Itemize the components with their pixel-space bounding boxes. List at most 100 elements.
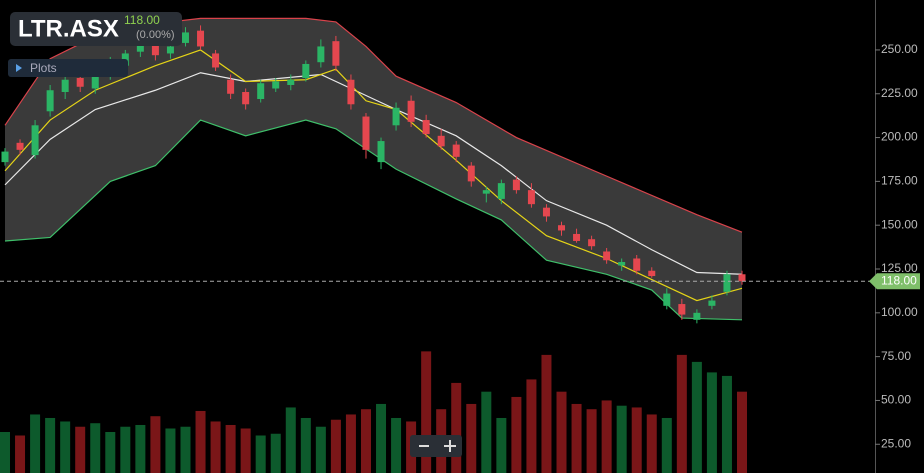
volume-bar (511, 396, 522, 473)
y-tick-label: 250.00 (881, 42, 918, 56)
candle-body (573, 233, 581, 241)
candle-body (558, 225, 566, 231)
candle-body (257, 83, 265, 100)
volume-bar (586, 409, 597, 473)
volume-bar (541, 354, 552, 473)
candle-body (16, 142, 24, 150)
volume-bar (330, 419, 341, 473)
volume-bar (421, 351, 432, 473)
candle-body (181, 32, 189, 43)
candle-body (317, 46, 325, 63)
candle-body (693, 312, 701, 320)
volume-bar (75, 426, 86, 473)
last-price-label: 118.00 (881, 273, 917, 287)
volume-bar (165, 428, 176, 473)
volume-bar (285, 407, 296, 473)
candle-body (46, 90, 54, 112)
ticker-price: 118.00 (124, 13, 160, 27)
volume-bar (150, 416, 161, 473)
candle-body (347, 79, 355, 105)
y-tick-label: 225.00 (881, 86, 918, 100)
candle-body (392, 107, 400, 126)
candle-body (287, 79, 295, 85)
candle-body (723, 274, 731, 292)
volume-bar (60, 421, 71, 473)
volume-bar (240, 428, 251, 473)
volume-bar (481, 391, 492, 473)
candle-body (603, 251, 611, 261)
last-price-tag (869, 273, 920, 290)
candle-body (527, 190, 535, 205)
candle-body (151, 44, 159, 56)
volume-bar (30, 414, 41, 473)
candle-body (377, 141, 385, 163)
candle-body (708, 300, 716, 306)
y-tick-label: 25.00 (881, 436, 911, 450)
candle-body (136, 41, 144, 52)
candle-body (272, 81, 280, 89)
volume-bar (676, 354, 687, 473)
volume-bar (255, 435, 266, 473)
volume-bar (360, 409, 371, 473)
volume-bar (105, 431, 116, 473)
candle-body (332, 41, 340, 66)
candle-body (678, 304, 686, 315)
candle-body (1, 151, 9, 163)
candle-body (437, 135, 445, 147)
volume-bar (556, 391, 567, 473)
y-tick-label: 150.00 (881, 217, 918, 231)
y-tick-label: 100.00 (881, 305, 918, 319)
volume-bar (15, 435, 26, 473)
candle-body (467, 165, 475, 182)
band-line (4, 72, 743, 275)
candle-body (738, 274, 746, 282)
candle-body (166, 46, 174, 54)
candle-body (227, 79, 235, 94)
candle-body (212, 53, 220, 68)
volume-bar (601, 400, 612, 473)
volume-bar (90, 423, 101, 473)
volume-bar (631, 407, 642, 473)
volume-bar (135, 424, 146, 473)
candle-body (482, 190, 490, 194)
volume-bar (315, 426, 326, 473)
volume-bar (721, 375, 732, 473)
volume-bar (706, 372, 717, 473)
ticker-box: LTR.ASX 118.00 (0.00%) (10, 12, 182, 46)
candle-body (497, 183, 505, 199)
volume-bar (376, 403, 387, 473)
plots-label[interactable]: Plots (30, 61, 57, 75)
candle-body (648, 270, 656, 277)
y-tick-label: 75.00 (881, 349, 911, 363)
ticker-bg (10, 12, 182, 46)
candle-body (76, 77, 84, 87)
volume-bar (270, 433, 281, 473)
plots-button[interactable]: Plots (8, 59, 128, 77)
plot-area (0, 17, 747, 473)
y-tick-label: 125.00 (881, 261, 918, 275)
volume-bar (0, 431, 10, 473)
candle-body (422, 120, 430, 135)
volume-bar (45, 417, 56, 473)
candle-body (31, 125, 39, 156)
candle-body (512, 179, 520, 191)
volume-bar (195, 410, 206, 473)
volume-bar (571, 403, 582, 473)
candle-body (197, 30, 205, 47)
volume-bar (737, 391, 747, 473)
volume-bar (225, 424, 236, 473)
volume-bar (451, 382, 462, 473)
plots-button-bg[interactable] (8, 59, 128, 77)
volume-bar (466, 403, 477, 473)
candle-body (91, 72, 99, 89)
candle-body (407, 100, 415, 122)
volume-bar (691, 361, 702, 473)
volume-bar (646, 414, 657, 473)
volume-bar (300, 417, 311, 473)
volume-bar (180, 426, 191, 473)
volume-bar (391, 417, 402, 473)
candle-body (618, 261, 626, 266)
candle-body (542, 207, 550, 217)
volume-bar (526, 379, 537, 473)
y-tick-label: 200.00 (881, 130, 918, 144)
